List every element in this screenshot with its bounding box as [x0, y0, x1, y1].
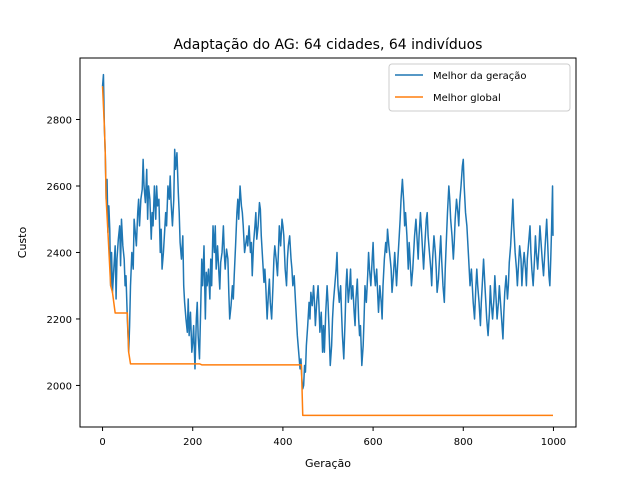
- x-tick-label: 600: [364, 437, 383, 448]
- chart-title: Adaptação do AG: 64 cidades, 64 indivídu…: [174, 37, 483, 53]
- x-tick-label: 200: [183, 437, 202, 448]
- series-line-melhor-global: [101, 86, 553, 417]
- plot-area: [80, 58, 576, 427]
- y-tick-label: 2600: [47, 182, 72, 193]
- x-tick-label: 400: [273, 437, 292, 448]
- legend-label-melhor-da-geracao: Melhor da geração: [433, 71, 526, 82]
- x-tick-label: 0: [99, 437, 105, 448]
- x-tick-label: 800: [454, 437, 473, 448]
- plot-background: [80, 58, 576, 427]
- series-line-melhor-da-gerac-o: [101, 73, 554, 390]
- legend-box: [388, 63, 571, 112]
- y-axis-label: Custo: [16, 227, 29, 259]
- legend: Melhor da geração Melhor global: [388, 63, 571, 112]
- x-axis-label: Geração: [305, 457, 351, 470]
- series-layer: [101, 73, 554, 417]
- y-tick-label: 2400: [47, 248, 72, 259]
- y-tick-label: 2000: [47, 381, 72, 392]
- y-tick-label: 2200: [47, 315, 72, 326]
- axes-layer: 0 200 400 600 800 1000 2000 2200 2400 2600 2800: [47, 57, 577, 448]
- plot-frame: [79, 57, 577, 428]
- y-tick-label: 2800: [47, 116, 72, 127]
- x-tick-label: 1000: [541, 437, 566, 448]
- legend-label-melhor-global: Melhor global: [433, 93, 501, 104]
